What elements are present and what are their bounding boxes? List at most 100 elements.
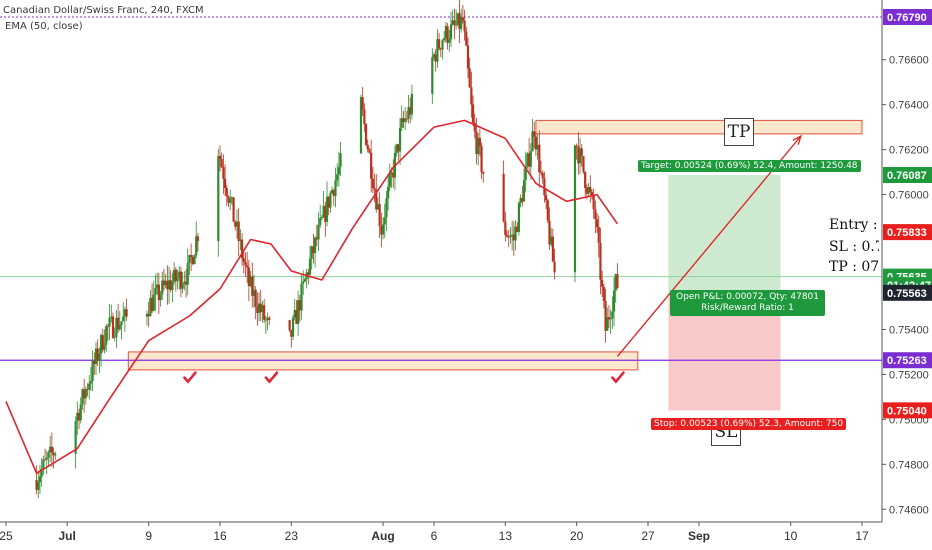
- price-tag[interactable]: [883, 9, 932, 25]
- candle-15: [79, 397, 82, 424]
- candle-174: [443, 31, 446, 42]
- candle-body: [434, 54, 437, 62]
- candle-240: [592, 188, 595, 219]
- price-tag[interactable]: [883, 402, 932, 419]
- candle-body: [310, 246, 313, 259]
- pnl-line-1: Open P&L: 0.00072, Qty: 47801: [676, 292, 819, 302]
- candle-150: [383, 203, 386, 239]
- candle-body: [191, 257, 194, 265]
- candle-20: [88, 375, 91, 400]
- candle-227: [551, 228, 554, 262]
- price-tag[interactable]: [883, 224, 932, 241]
- time-axis[interactable]: [0, 522, 932, 550]
- candle-body: [147, 313, 150, 317]
- candle-body: [436, 39, 439, 62]
- candle-body: [388, 174, 391, 187]
- candle-body: [125, 309, 128, 317]
- pnl-pill[interactable]: Open P&L: 0.00072, Qty: 47801 Risk/Rewar…: [670, 290, 825, 316]
- tp-label[interactable]: TP: [724, 118, 754, 146]
- candle-body: [584, 172, 587, 188]
- candle-61: [176, 269, 179, 290]
- price-tag[interactable]: [883, 167, 932, 184]
- candle-135: [339, 141, 342, 177]
- candle-body: [76, 412, 79, 422]
- stop-pill[interactable]: Stop: 0.00523 (0.69%) 52.3, Amount: 750: [651, 418, 847, 430]
- candle-body: [113, 337, 116, 338]
- candle-243: [597, 215, 600, 258]
- candle-body: [370, 152, 373, 179]
- candle-body: [534, 136, 538, 150]
- candle-body: [521, 197, 524, 202]
- candle-124: [320, 214, 324, 221]
- candle-body: [93, 360, 96, 365]
- x-tick-label: 25: [0, 529, 13, 543]
- candle-body: [381, 224, 385, 235]
- price-tag[interactable]: [883, 284, 932, 301]
- candle-222: [543, 171, 546, 203]
- candle-body: [505, 234, 509, 237]
- candle-body: [529, 151, 532, 167]
- candle-187: [465, 26, 468, 47]
- candle-body: [585, 187, 588, 194]
- ema-line[interactable]: [5, 119, 619, 475]
- candle-body: [334, 180, 337, 196]
- candle-body: [307, 272, 310, 275]
- candle-127: [325, 181, 329, 227]
- candle-79: [225, 184, 228, 206]
- candle-173: [441, 38, 444, 60]
- candle-131: [332, 188, 335, 206]
- candle-body: [546, 200, 549, 221]
- candle-body: [319, 218, 322, 225]
- candle-body: [466, 45, 470, 69]
- candle-146: [376, 197, 380, 210]
- candle-2: [38, 464, 42, 495]
- candle-body: [470, 87, 473, 105]
- candle-119: [312, 233, 315, 264]
- candle-86: [237, 208, 240, 257]
- candle-body: [390, 172, 393, 175]
- candle-body: [38, 476, 42, 483]
- candle-237: [587, 183, 590, 198]
- x-tick-label: 20: [570, 529, 584, 543]
- resistance-zone[interactable]: [535, 119, 863, 135]
- candle-body: [609, 318, 612, 320]
- candle-body: [176, 278, 179, 282]
- support-zone[interactable]: [127, 351, 639, 371]
- candle-body: [88, 383, 91, 390]
- candle-138: [363, 103, 366, 132]
- candle-76: [220, 152, 223, 169]
- candle-177: [448, 29, 451, 52]
- target-pill[interactable]: Target: 0.00524 (0.69%) 52.4, Amount: 12…: [638, 160, 861, 172]
- candle-144: [373, 173, 376, 203]
- candle-244: [599, 227, 602, 295]
- candle-29: [103, 329, 106, 354]
- price-tag-label: 0.75563: [887, 288, 927, 300]
- candle-body: [578, 148, 582, 164]
- x-tick-label: 27: [641, 529, 655, 543]
- trend-arrow[interactable]: [616, 135, 802, 357]
- candle-body: [52, 452, 55, 456]
- candle-body: [405, 118, 408, 120]
- candle-body: [582, 156, 585, 173]
- candle-21: [89, 366, 93, 391]
- candle-body: [217, 155, 220, 242]
- candle-body: [519, 197, 522, 204]
- candle-body: [42, 459, 45, 469]
- candle-body: [293, 309, 296, 318]
- candle-94: [251, 262, 254, 308]
- candle-218: [536, 134, 539, 160]
- candle-body: [300, 283, 303, 311]
- candle-body: [154, 288, 157, 295]
- price-tag[interactable]: [883, 352, 932, 369]
- candle-104: [268, 315, 271, 325]
- candle-body: [439, 48, 442, 50]
- candle-82: [230, 196, 233, 205]
- candle-body: [511, 234, 514, 236]
- candle-46: [150, 283, 154, 314]
- candle-164: [407, 94, 410, 124]
- checkmark-1: [264, 371, 279, 384]
- candle-body: [359, 97, 363, 154]
- candle-body: [524, 165, 527, 181]
- candle-25: [96, 339, 99, 367]
